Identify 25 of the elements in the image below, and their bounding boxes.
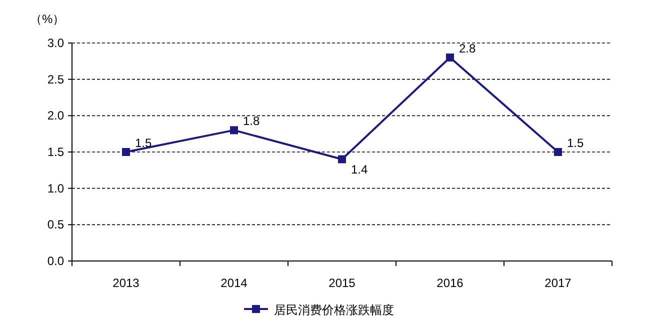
y-tick-label: 2.5: [47, 72, 64, 86]
y-tick-label: 2.0: [47, 108, 64, 123]
x-tick-label: 2015: [328, 276, 356, 290]
x-tick-label: 2013: [112, 276, 140, 290]
point: [554, 148, 562, 156]
legend: 居民消费价格涨跌幅度: [244, 303, 394, 317]
point: [446, 54, 454, 62]
point: [338, 155, 346, 164]
x-tick-label: 2016: [436, 276, 464, 290]
y-tick-label: 3.0: [47, 36, 64, 50]
x-tick-label: 2014: [220, 276, 248, 290]
y-tick-label: 1.0: [47, 181, 64, 196]
data-label: 1.5: [567, 136, 584, 150]
point: [230, 126, 238, 134]
y-tick-label: 0.0: [47, 254, 64, 268]
data-label: 1.5: [135, 136, 152, 150]
data-label: 2.8: [459, 42, 476, 56]
y-tick-label: 1.5: [47, 145, 64, 159]
x-tick-label: 2017: [544, 276, 572, 290]
data-label: 1.4: [351, 162, 368, 176]
y-tick-label: 0.5: [47, 218, 64, 232]
data-label: 1.8: [243, 114, 260, 128]
legend-label: 居民消费价格涨跌幅度: [274, 303, 394, 317]
y-axis-title: （%）: [30, 12, 65, 26]
point: [122, 148, 130, 156]
